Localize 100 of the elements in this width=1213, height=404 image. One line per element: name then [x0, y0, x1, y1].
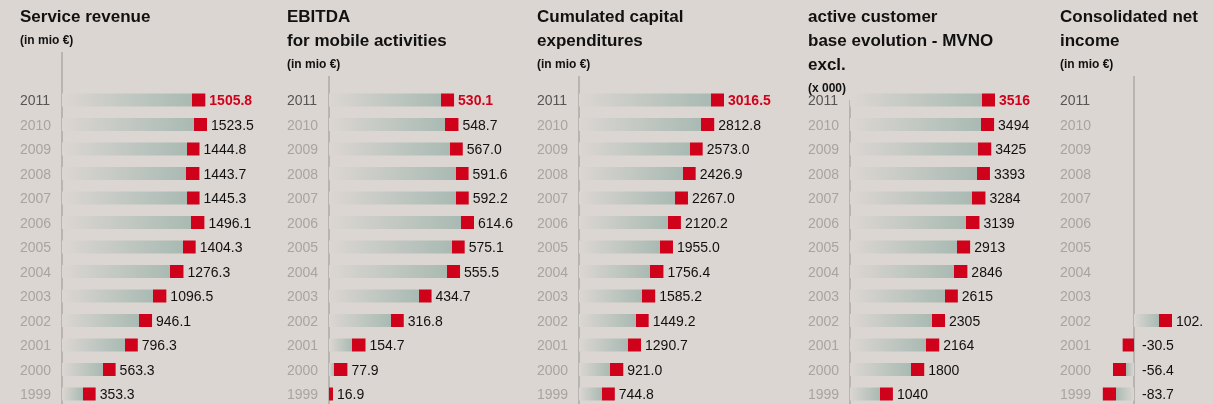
bar: [850, 142, 992, 156]
bar: [329, 289, 432, 303]
bar: [62, 191, 200, 205]
data-label: 921.0: [627, 361, 663, 378]
data-label: 316.8: [407, 312, 443, 329]
bar: [329, 93, 455, 107]
data-label: 2812.8: [718, 116, 762, 133]
bar: [850, 363, 925, 376]
data-label: 1404.3: [199, 239, 243, 255]
data-label: 575.1: [468, 239, 504, 255]
data-label: 2426.9: [699, 165, 743, 182]
chart-subtitle: (in mio €): [537, 57, 591, 71]
data-label: 563.3: [119, 361, 155, 378]
data-label: 3284: [989, 190, 1021, 206]
bar: [579, 240, 673, 254]
data-label: 1276.3: [187, 263, 231, 280]
data-label: -83.7: [1142, 386, 1175, 402]
data-label: 946.1: [156, 312, 192, 329]
bar: [329, 191, 469, 205]
bar: [850, 314, 946, 327]
data-label: 2305: [949, 312, 981, 329]
bar: [579, 191, 688, 205]
chart-subtitle: (in mio €): [20, 33, 74, 47]
data-label: 2615: [961, 288, 994, 304]
bar: [62, 118, 207, 131]
data-label: 3516: [999, 92, 1031, 108]
bar: [850, 118, 995, 131]
data-label: 1096.5: [170, 288, 214, 304]
bar: [62, 314, 153, 327]
chart-title: Cumulated capital expenditures: [537, 7, 684, 50]
bar: [850, 93, 995, 107]
data-label: 592.2: [472, 190, 508, 206]
bar: [850, 167, 990, 180]
bar: [62, 142, 200, 156]
bar: [579, 265, 664, 278]
bar: [329, 167, 469, 180]
bar: [62, 167, 200, 180]
bar: [579, 142, 703, 156]
chart-title: EBITDA for mobile activities: [287, 7, 447, 50]
bar: [850, 240, 971, 254]
data-label: 1756.4: [667, 263, 711, 280]
chart-title: active customer base evolution - MVNO excl.: [808, 7, 994, 74]
data-label: 2573.0: [706, 141, 750, 157]
bar: [329, 142, 463, 156]
bar: [62, 363, 116, 376]
bar: [329, 118, 459, 131]
data-label: 1443.7: [203, 165, 247, 182]
bar: [850, 191, 986, 205]
data-label: 1505.8: [209, 92, 253, 108]
bar: [62, 387, 96, 401]
bar: [579, 289, 656, 303]
bar: [62, 240, 196, 254]
data-label: 1496.1: [208, 214, 252, 231]
bar: [329, 240, 465, 254]
y-tick-label: 2011: [1060, 92, 1091, 108]
data-label: 434.7: [435, 288, 471, 304]
chart-title: Service revenue: [20, 7, 151, 26]
y-tick-label: 2011: [20, 92, 51, 108]
data-label: 1040: [896, 386, 929, 402]
data-label: 744.8: [618, 386, 655, 402]
bar: [329, 314, 404, 327]
bar: [579, 314, 649, 327]
data-label: 1290.7: [645, 337, 689, 353]
bar: [579, 387, 615, 401]
bar: [850, 338, 940, 352]
chart-subtitle: (in mio €): [287, 57, 341, 71]
bar: [850, 289, 958, 303]
data-label: 353.3: [99, 386, 135, 402]
data-label: 1445.3: [203, 190, 247, 206]
bar: [329, 387, 333, 401]
chart-subtitle: (x 000): [808, 81, 847, 95]
data-label: 2913: [974, 239, 1006, 255]
data-label: 3494: [998, 116, 1030, 133]
bar: [579, 118, 715, 131]
bar: [579, 167, 696, 180]
bar: [850, 216, 980, 229]
data-label: 1585.2: [659, 288, 703, 304]
data-label: 3016.5: [728, 92, 772, 108]
bar: [329, 338, 366, 352]
data-label: 2120.2: [684, 214, 728, 231]
data-label: 1523.5: [211, 116, 255, 133]
bar: [579, 93, 724, 107]
data-label: 555.5: [464, 263, 500, 280]
data-label: 1955.0: [676, 239, 721, 255]
data-label: 1449.2: [652, 312, 696, 329]
bar: [850, 387, 893, 401]
data-label: 3139: [983, 214, 1015, 231]
data-label: 77.9: [351, 361, 379, 378]
bar: [579, 338, 642, 352]
data-label: 16.9: [336, 386, 365, 402]
bar: [62, 216, 205, 229]
data-label: 2846: [971, 263, 1003, 280]
bar: [579, 363, 624, 376]
data-label: 3425: [995, 141, 1027, 157]
y-tick-label: 2011: [537, 92, 568, 108]
data-label: 1800: [928, 361, 960, 378]
bar: [62, 265, 184, 278]
data-label: 2164: [943, 337, 975, 353]
data-label: 614.6: [478, 214, 514, 231]
bar: [579, 216, 681, 229]
